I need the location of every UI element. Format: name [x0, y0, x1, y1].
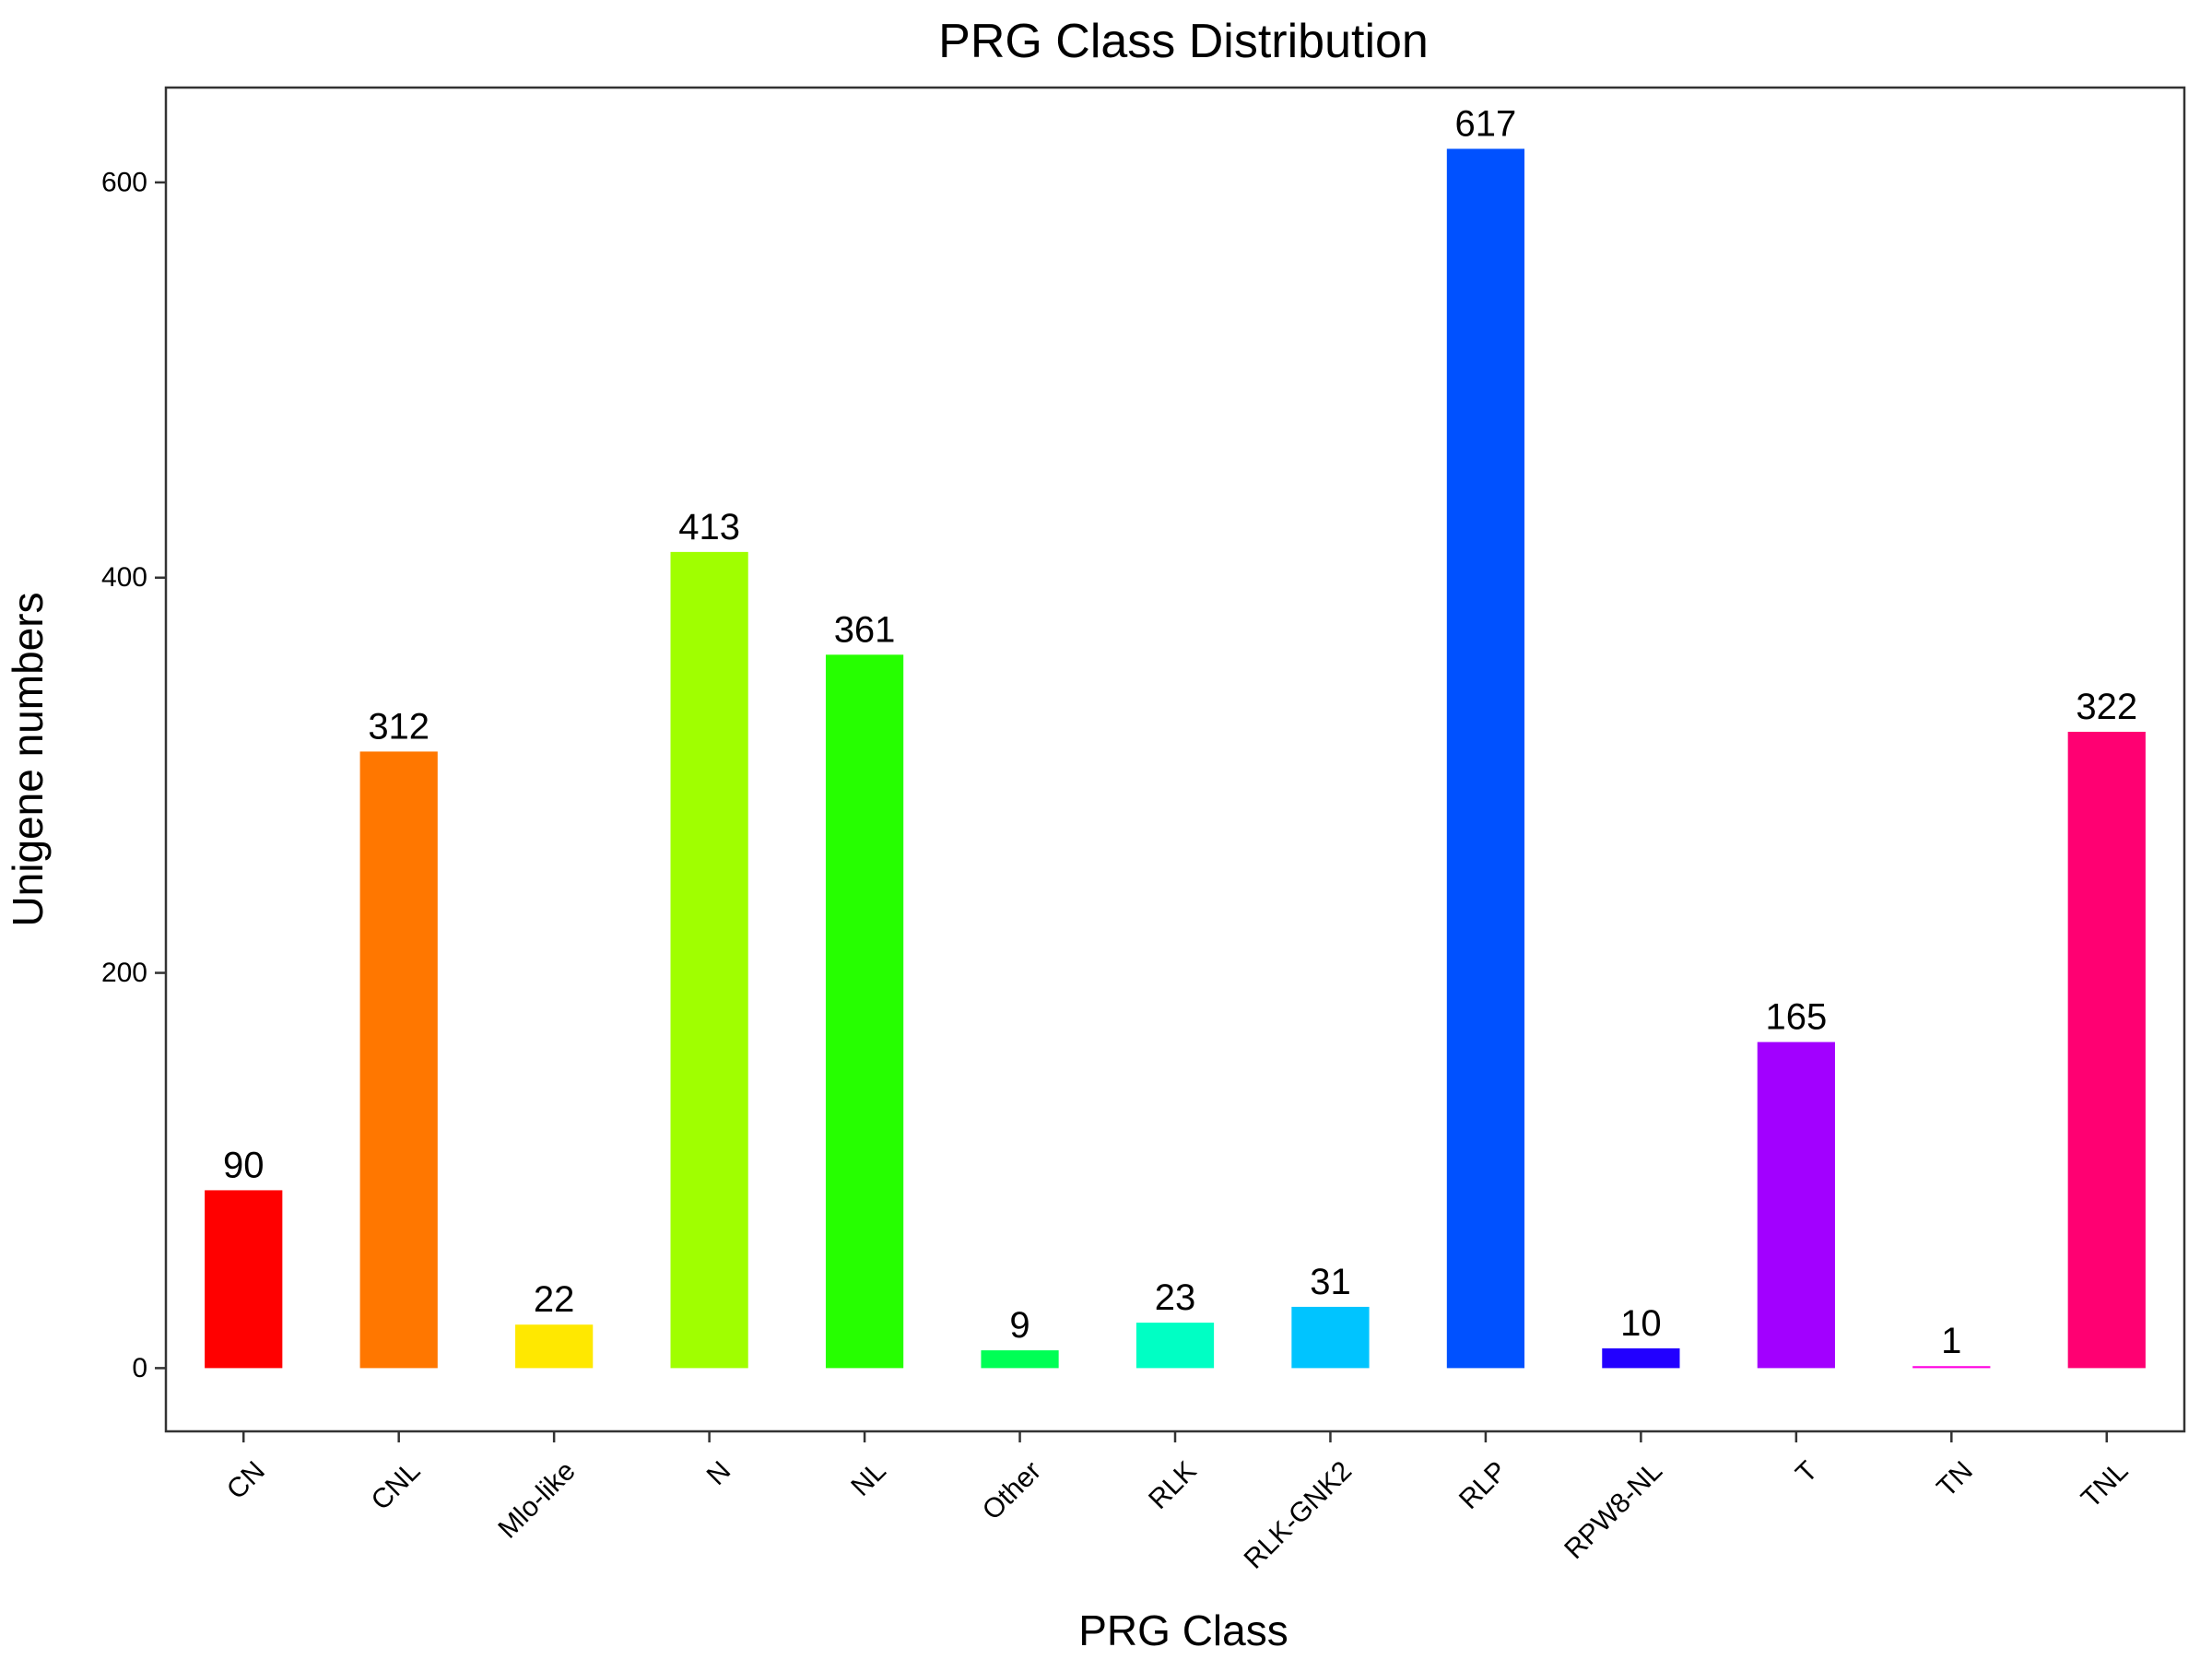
x-tick-label-t: T: [1790, 1455, 1823, 1488]
x-tick-label-tnl: TNL: [2076, 1455, 2134, 1513]
y-axis-title: Unigene numbers: [4, 592, 52, 926]
data-label-rlk: 23: [1155, 1277, 1196, 1318]
y-tick-label-400: 400: [101, 562, 147, 593]
bar-cn: [205, 1190, 283, 1369]
x-tick-label-rlk: RLK: [1143, 1455, 1203, 1515]
data-label-other: 9: [1009, 1305, 1030, 1346]
y-tick-label-600: 600: [101, 167, 147, 197]
chart-title: PRG Class Distribution: [938, 15, 1429, 68]
data-label-t: 165: [1765, 997, 1827, 1038]
bar-rpw8-nl: [1602, 1347, 1680, 1369]
data-labels-layer: 90 312 22 413 361 9 23 31 617 10 165 1 322: [223, 103, 2137, 1361]
x-tick-label-mlo-like: Mlo-like: [492, 1455, 581, 1544]
data-label-cn: 90: [223, 1145, 265, 1185]
data-label-nl: 361: [834, 609, 896, 650]
y-axis: 0 200 400 600: [101, 167, 166, 1383]
bar-n: [670, 551, 748, 1369]
x-tick-label-cn: CN: [221, 1455, 271, 1505]
bar-t: [1757, 1041, 1835, 1369]
data-label-tnl: 322: [2076, 687, 2137, 727]
y-tick-label-200: 200: [101, 958, 147, 988]
bar-nl: [825, 654, 904, 1369]
bar-rlk: [1135, 1323, 1215, 1369]
x-tick-label-cnl: CNL: [366, 1455, 427, 1516]
x-tick-label-nl: NL: [845, 1455, 891, 1501]
bar-mlo-like: [515, 1324, 594, 1369]
data-label-cnl: 312: [368, 706, 429, 747]
x-axis-title: PRG Class: [1078, 1606, 1288, 1654]
data-label-n: 413: [678, 507, 740, 547]
x-tick-label-rpw8-nl: RPW8-NL: [1559, 1455, 1668, 1565]
data-label-rlp: 617: [1455, 103, 1517, 144]
x-axis: CN CNL Mlo-like N NL Other RLK RLK-GNK2 RLP RPW8-…: [221, 1431, 2134, 1575]
data-label-tn: 1: [1941, 1321, 1961, 1361]
x-tick-label-other: Other: [977, 1455, 1047, 1525]
bar-cnl: [359, 751, 438, 1369]
x-tick-label-rlp: RLP: [1453, 1455, 1513, 1515]
bar-rlp: [1446, 148, 1525, 1369]
data-label-mlo-like: 22: [534, 1279, 575, 1320]
x-tick-label-tn: TN: [1931, 1455, 1979, 1503]
bar-other: [981, 1350, 1059, 1369]
bar-tn: [1912, 1366, 1991, 1369]
data-label-rpw8-nl: 10: [1620, 1303, 1662, 1344]
bar-tnl: [2067, 731, 2146, 1369]
bar-rlk-gnk2: [1291, 1306, 1370, 1369]
x-tick-label-rlk-gnk2: RLK-GNK2: [1239, 1455, 1358, 1574]
data-label-rlk-gnk2: 31: [1310, 1262, 1351, 1302]
bars-layer: [205, 148, 2146, 1369]
x-tick-label-n: N: [701, 1455, 737, 1491]
plot-panel: [164, 86, 2186, 1433]
y-tick-label-0: 0: [132, 1353, 147, 1383]
